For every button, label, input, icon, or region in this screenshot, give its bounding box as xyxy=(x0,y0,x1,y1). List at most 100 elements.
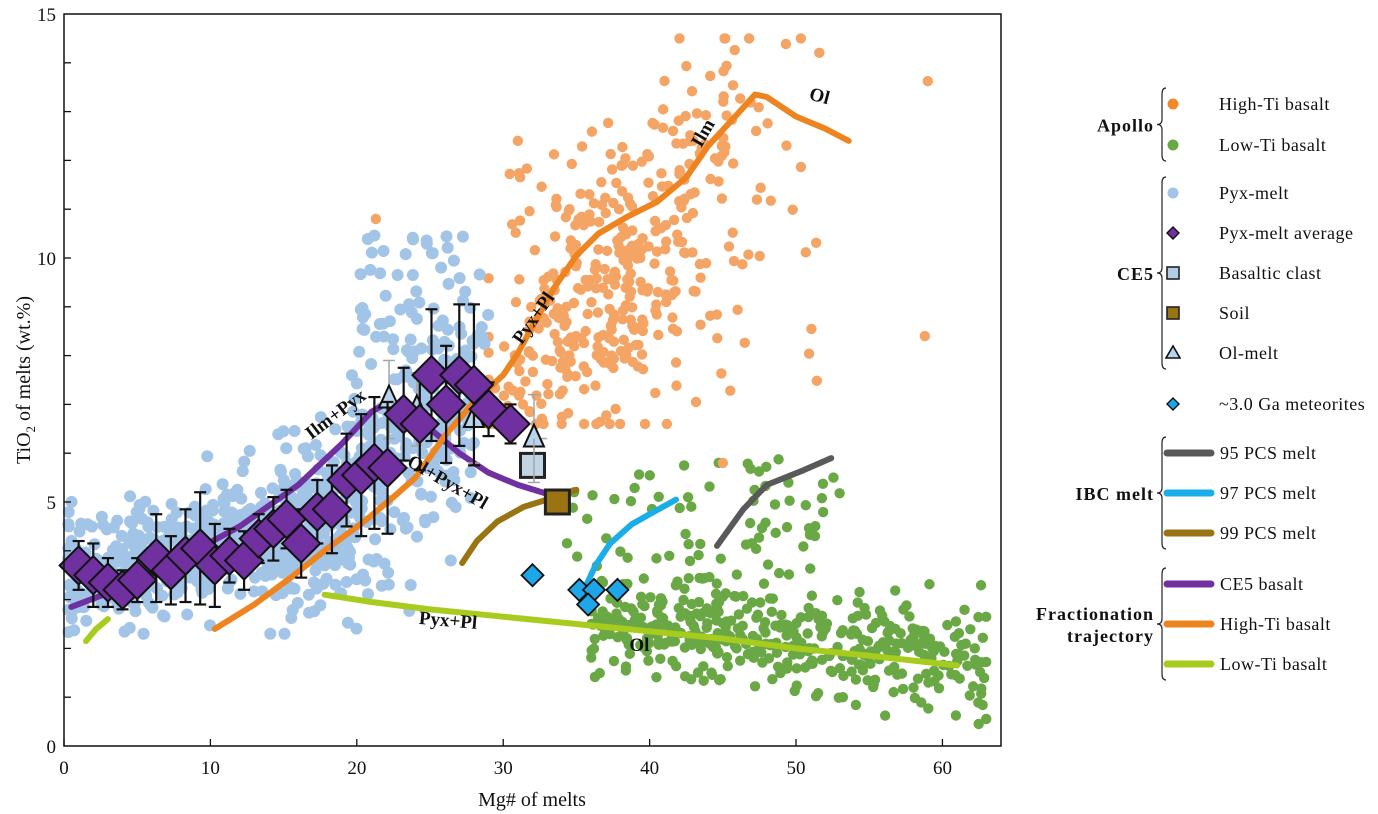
high-ti-point xyxy=(795,161,807,173)
high-ti-point xyxy=(762,118,773,129)
pyx-melt-point xyxy=(440,469,453,482)
high-ti-point xyxy=(498,341,510,352)
low-ti-point xyxy=(678,460,690,471)
x-tick-label: 0 xyxy=(59,758,69,779)
high-ti-point xyxy=(637,285,648,296)
pyx-melt-point xyxy=(354,303,367,316)
low-ti-point xyxy=(672,576,683,587)
pyx-melt-point xyxy=(216,478,229,491)
pyx-melt-point xyxy=(309,564,322,577)
low-ti-point xyxy=(673,602,684,614)
high-ti-point xyxy=(507,385,518,396)
low-ti-point xyxy=(760,517,771,528)
low-ti-point xyxy=(934,641,946,652)
pyx-melt-point xyxy=(134,532,147,545)
high-ti-point xyxy=(705,70,716,82)
legend-brace xyxy=(1156,567,1167,681)
low-ti-point xyxy=(586,645,597,656)
low-ti-point xyxy=(651,672,662,683)
low-ti-point xyxy=(773,454,784,465)
legend-item-label: Pyx-melt average xyxy=(1219,223,1353,243)
high-ti-point xyxy=(585,216,596,227)
pyx-melt-point xyxy=(133,502,146,515)
pyx-melt-point xyxy=(340,576,353,589)
low-ti-point xyxy=(795,612,807,623)
pyx-melt-point xyxy=(80,614,93,627)
low-ti-point xyxy=(860,609,872,620)
pyx-melt-point xyxy=(329,423,342,436)
legend-brace xyxy=(1156,87,1167,162)
annotation-label: Pyx+Pl xyxy=(418,608,478,634)
high-ti-point xyxy=(811,375,823,386)
low-ti-point xyxy=(882,627,893,638)
pyx-melt-point xyxy=(301,450,314,463)
low-ti-point xyxy=(924,579,935,590)
pyx-melt-point xyxy=(404,333,417,346)
pyx-melt-point xyxy=(350,573,363,586)
low-ti-point xyxy=(717,591,729,602)
pyx-melt-point xyxy=(367,555,380,568)
scatter-clouds xyxy=(62,33,992,730)
pyx-melt-point xyxy=(341,420,354,433)
high-ti-point xyxy=(514,215,526,226)
high-ti-point xyxy=(700,109,712,121)
high-ti-point xyxy=(657,122,669,133)
high-ti-point xyxy=(562,407,574,419)
pyx-melt-point xyxy=(341,541,354,554)
low-ti-point xyxy=(855,659,867,671)
low-ti-point xyxy=(974,666,986,678)
legend-group-label: Fractionation xyxy=(1036,604,1154,624)
low-ti-point xyxy=(896,668,908,679)
low-ti-point xyxy=(891,638,902,649)
low-ti-point xyxy=(667,655,678,667)
low-ti-point xyxy=(637,599,648,610)
high-ti-point xyxy=(600,192,611,204)
pyx-melt-point xyxy=(369,533,382,546)
high-ti-point xyxy=(716,193,728,204)
low-ti-point xyxy=(763,653,775,664)
low-ti-point xyxy=(981,713,992,725)
low-ti-point xyxy=(683,538,694,550)
low-ti-point xyxy=(980,656,992,668)
pyx-melt-point xyxy=(406,352,419,365)
pyx-melt-point xyxy=(377,330,390,343)
high-ti-point xyxy=(713,176,724,187)
annotation-label: Ol xyxy=(629,635,649,656)
legend-item-label: High-Ti basalt xyxy=(1220,614,1331,634)
low-ti-basalt-line xyxy=(83,616,111,645)
high-ti-point xyxy=(553,312,564,323)
high-ti-point xyxy=(919,330,931,342)
high-ti-point xyxy=(711,309,723,320)
high-ti-point xyxy=(517,399,529,410)
legend: High-Ti basalt Low-Ti basalt Apollo Pyx-mel… xyxy=(1036,87,1365,681)
high-ti-point xyxy=(650,305,661,316)
legend-item-label: CE5 basalt xyxy=(1220,574,1304,594)
pyx-melt-point xyxy=(375,433,388,446)
low-ti-point xyxy=(970,654,981,666)
high-ti-point xyxy=(685,189,696,200)
legend-diamond-icon xyxy=(1166,226,1180,240)
low-ti-point xyxy=(643,655,654,666)
high-ti-point xyxy=(614,418,626,430)
high-ti-point xyxy=(674,33,685,44)
legend-brace xyxy=(1156,176,1167,370)
low-ti-point xyxy=(816,492,828,504)
pyx-melt-point xyxy=(356,322,369,335)
low-ti-point xyxy=(750,543,762,555)
pyx-melt-point xyxy=(124,515,137,528)
low-ti-point xyxy=(731,569,743,580)
low-ti-point xyxy=(713,606,724,618)
x-tick-label: 50 xyxy=(787,758,806,779)
pyx-melt-point xyxy=(201,450,214,463)
low-ti-point xyxy=(571,551,583,562)
low-ti-point xyxy=(680,528,691,540)
high-ti-point xyxy=(370,213,382,225)
low-ti-point xyxy=(740,539,752,550)
low-ti-point xyxy=(883,665,895,676)
low-ti-point xyxy=(701,622,712,633)
low-ti-point xyxy=(622,552,633,563)
low-ti-point xyxy=(791,663,802,674)
high-ti-point xyxy=(611,177,622,189)
pyx-melt-point xyxy=(374,267,387,280)
low-ti-point xyxy=(975,580,987,591)
